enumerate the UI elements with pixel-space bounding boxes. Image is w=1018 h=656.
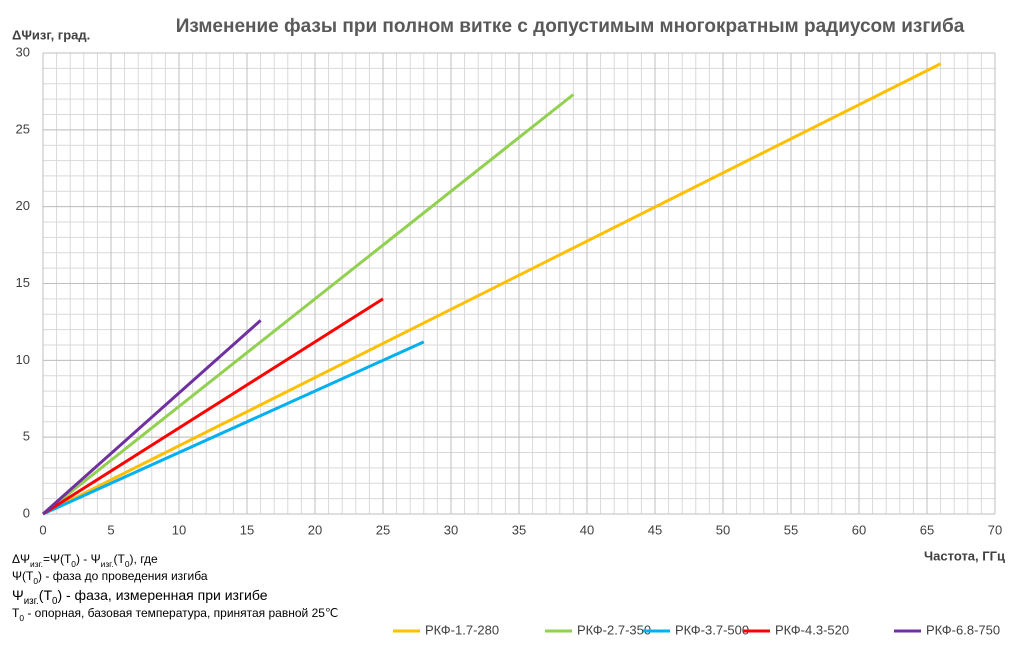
note-text: ) - фаза, измеренная при изгибе bbox=[57, 587, 267, 603]
series-line bbox=[42, 62, 942, 516]
legend-label: РКФ-2.7-350 bbox=[577, 622, 651, 637]
y-tick-label: 20 bbox=[16, 198, 30, 213]
note: ΔΨизг.=Ψ(T0) - Ψизг.(T0), где bbox=[12, 552, 158, 569]
x-tick-label: 10 bbox=[172, 522, 186, 537]
x-tick-label: 40 bbox=[580, 522, 594, 537]
x-tick-label: 15 bbox=[240, 522, 254, 537]
x-tick-label: 70 bbox=[988, 522, 1002, 537]
y-tick-label: 10 bbox=[16, 352, 30, 367]
x-tick-label: 65 bbox=[920, 522, 934, 537]
note-subscript: 0 bbox=[19, 613, 24, 623]
y-tick-label: 0 bbox=[23, 505, 30, 520]
note-subscript: 0 bbox=[71, 559, 76, 569]
note-text: T bbox=[12, 606, 20, 620]
x-tick-label: 55 bbox=[784, 522, 798, 537]
series-line bbox=[42, 297, 384, 516]
legend-label: РКФ-4.3-520 bbox=[775, 622, 849, 637]
note-text: ) - фаза до проведения изгиба bbox=[38, 569, 208, 583]
note: Ψизг.(T0) - фаза, измеренная при изгибе bbox=[12, 587, 268, 607]
chart-title: Изменение фазы при полном витке с допуст… bbox=[176, 16, 965, 37]
y-tick-label: 30 bbox=[16, 44, 30, 59]
note-text: ), где bbox=[130, 552, 159, 566]
legend-label: РКФ-3.7-500 bbox=[675, 622, 749, 637]
series-line bbox=[42, 93, 575, 516]
y-axis-label: ΔΨизг, град. bbox=[12, 27, 90, 42]
note-subscript: 0 bbox=[33, 576, 38, 586]
note-text: Ψ(T bbox=[12, 569, 34, 583]
note-text: =Ψ(T bbox=[43, 552, 72, 566]
note: T0 - опорная, базовая температура, приня… bbox=[12, 606, 338, 623]
x-tick-label: 60 bbox=[852, 522, 866, 537]
note: Ψ(T0) - фаза до проведения изгиба bbox=[12, 569, 208, 586]
x-tick-label: 30 bbox=[444, 522, 458, 537]
series-line bbox=[42, 340, 425, 516]
x-tick-label: 25 bbox=[376, 522, 390, 537]
note-subscript: 0 bbox=[125, 559, 130, 569]
x-tick-label: 50 bbox=[716, 522, 730, 537]
x-tick-label: 5 bbox=[107, 522, 114, 537]
series-line bbox=[42, 319, 262, 516]
note-text: ) - Ψ bbox=[76, 552, 101, 566]
note-text: (T bbox=[114, 552, 126, 566]
x-tick-label: 20 bbox=[308, 522, 322, 537]
x-axis-label: Частота, ГГц bbox=[924, 548, 1005, 563]
x-tick-label: 35 bbox=[512, 522, 526, 537]
x-tick-label: 45 bbox=[648, 522, 662, 537]
note-text: (T bbox=[39, 587, 53, 603]
x-tick-label: 0 bbox=[39, 522, 46, 537]
note-subscript: изг. bbox=[30, 559, 43, 569]
y-tick-label: 15 bbox=[16, 275, 30, 290]
note-text: ΔΨ bbox=[12, 552, 30, 566]
note-subscript: изг. bbox=[24, 596, 39, 607]
note-subscript: 0 bbox=[52, 596, 58, 607]
note-subscript: изг. bbox=[101, 559, 114, 569]
legend-label: РКФ-1.7-280 bbox=[425, 622, 499, 637]
y-tick-label: 25 bbox=[16, 121, 30, 136]
note-text: Ψ bbox=[12, 587, 24, 603]
note-text: - опорная, базовая температура, принятая… bbox=[24, 606, 338, 620]
y-tick-label: 5 bbox=[23, 429, 30, 444]
legend-label: РКФ-6.8-750 bbox=[926, 622, 1000, 637]
